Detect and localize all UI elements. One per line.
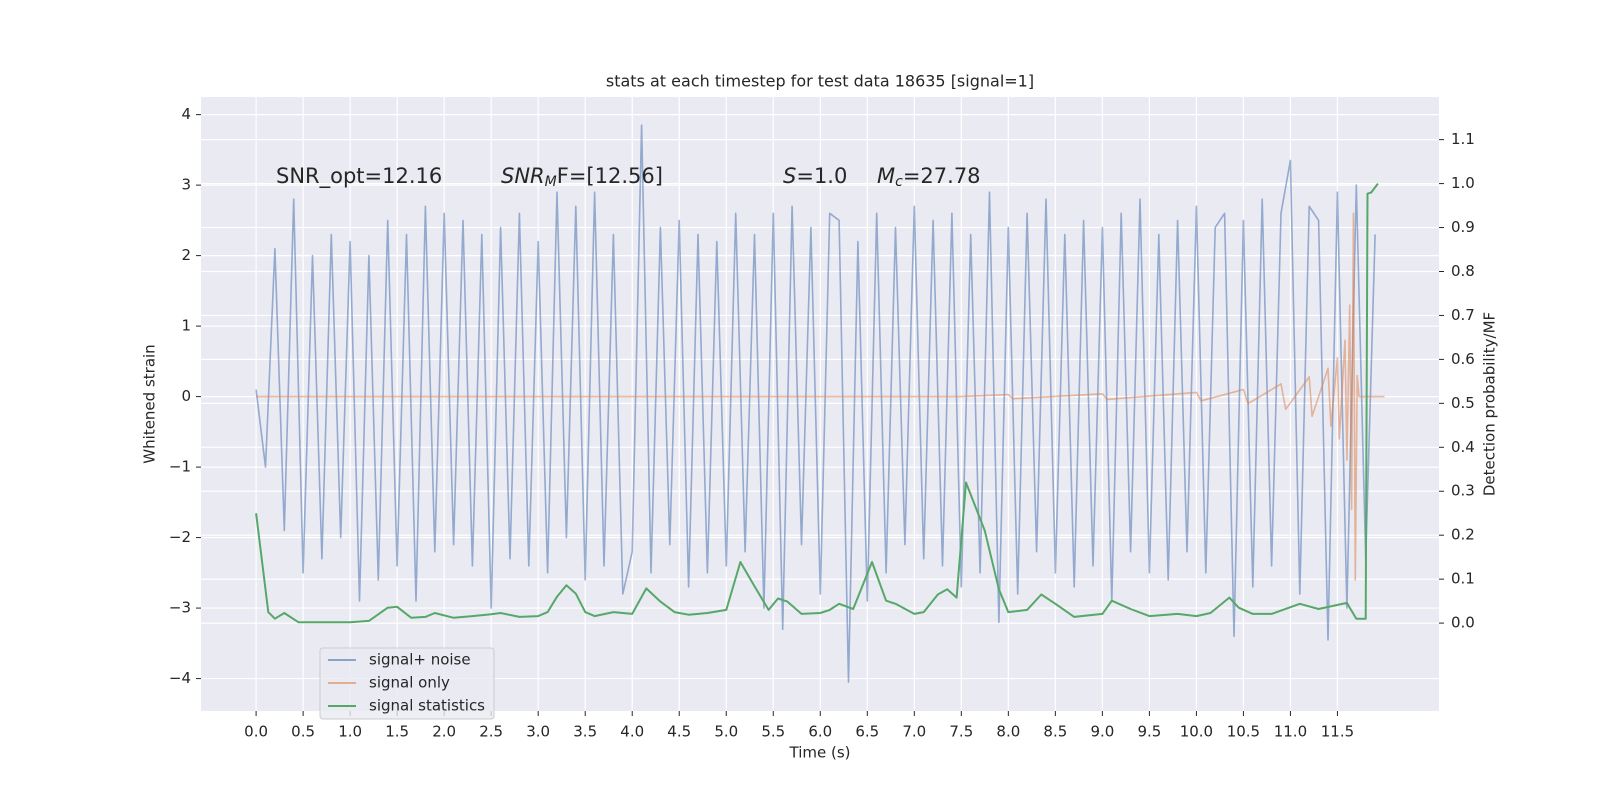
legend-label: signal+ noise: [369, 651, 471, 669]
x-tick-label: 8.0: [996, 723, 1020, 741]
x-tick-label: 11.0: [1274, 723, 1307, 741]
series-line: [256, 212, 1385, 581]
x-tick-label: 11.5: [1321, 723, 1354, 741]
annotation-rest: =1.0: [796, 164, 847, 188]
y-tick-label: 0: [181, 387, 191, 405]
annotation: S=1.0: [783, 164, 847, 188]
x-tick-label: 9.0: [1090, 723, 1114, 741]
y2-tick-label: 0.3: [1451, 482, 1475, 500]
series-line: [255, 124, 1376, 683]
y-tick-label: −3: [169, 599, 191, 617]
y-tick-label: 2: [181, 246, 191, 264]
y-tick-label: −4: [169, 669, 191, 687]
x-tick-label: 4.5: [667, 723, 691, 741]
x-tick-label: 3.0: [526, 723, 550, 741]
x-tick-label: 3.5: [573, 723, 597, 741]
annotation: SNR_opt=12.16: [276, 164, 442, 189]
x-tick-label: 2.5: [479, 723, 503, 741]
y2-tick-label: 0.8: [1451, 262, 1475, 280]
x-tick-label: 5.5: [761, 723, 785, 741]
y2-axis-label: Detection probability/MF: [1481, 312, 1499, 496]
x-tick-label: 8.5: [1043, 723, 1067, 741]
annotation-base: M: [877, 164, 895, 188]
annotation-sub: M: [545, 174, 557, 190]
x-tick-label: 6.0: [808, 723, 832, 741]
y-axis-label: Whitened strain: [141, 344, 159, 463]
legend-label: signal only: [369, 674, 450, 692]
annotation: Mc=27.78: [877, 164, 981, 190]
y2-tick-label: 0.5: [1451, 394, 1475, 412]
y2-tick-label: 0.2: [1451, 526, 1475, 544]
annotation-base: S: [783, 164, 796, 188]
y2-tick-label: 0.9: [1451, 218, 1475, 236]
x-tick-label: 6.5: [855, 723, 879, 741]
x-tick-label: 10.0: [1180, 723, 1213, 741]
y-tick-label: −1: [169, 458, 191, 476]
x-tick-label: 2.0: [432, 723, 456, 741]
y2-tick-label: 1.1: [1451, 130, 1475, 148]
y-tick-label: −2: [169, 528, 191, 546]
x-tick-label: 9.5: [1137, 723, 1161, 741]
y2-tick-label: 0.1: [1451, 570, 1475, 588]
annotation-rest: F=[12.56]: [557, 164, 663, 188]
annotation-rest: =27.78: [903, 164, 981, 188]
y2-tick-label: 0.6: [1451, 350, 1475, 368]
y-tick-label: 1: [181, 317, 191, 335]
x-tick-label: 1.5: [385, 723, 409, 741]
y2-tick-label: 0.0: [1451, 614, 1475, 632]
x-tick-label: 0.0: [244, 723, 268, 741]
x-tick-label: 1.0: [338, 723, 362, 741]
x-tick-label: 5.0: [714, 723, 738, 741]
series-line: [255, 183, 1379, 624]
chart-title: stats at each timestep for test data 186…: [606, 72, 1034, 91]
x-tick-label: 10.5: [1227, 723, 1260, 741]
legend-label: signal statistics: [369, 697, 485, 715]
y2-tick-label: 1.0: [1451, 174, 1475, 192]
x-tick-label: 7.5: [949, 723, 973, 741]
x-axis-label: Time (s): [789, 744, 851, 762]
y-tick-label: 4: [181, 105, 191, 123]
y-tick-label: 3: [181, 176, 191, 194]
x-tick-label: 4.0: [620, 723, 644, 741]
y2-tick-label: 0.4: [1451, 438, 1475, 456]
x-tick-label: 7.0: [902, 723, 926, 741]
y2-tick-label: 0.7: [1451, 306, 1475, 324]
annotation-sub: c: [895, 174, 903, 190]
x-tick-label: 0.5: [291, 723, 315, 741]
legend-box: [319, 647, 495, 720]
annotation-base: SNR: [501, 164, 545, 188]
annotation: SNRMF=[12.56]: [501, 164, 663, 190]
